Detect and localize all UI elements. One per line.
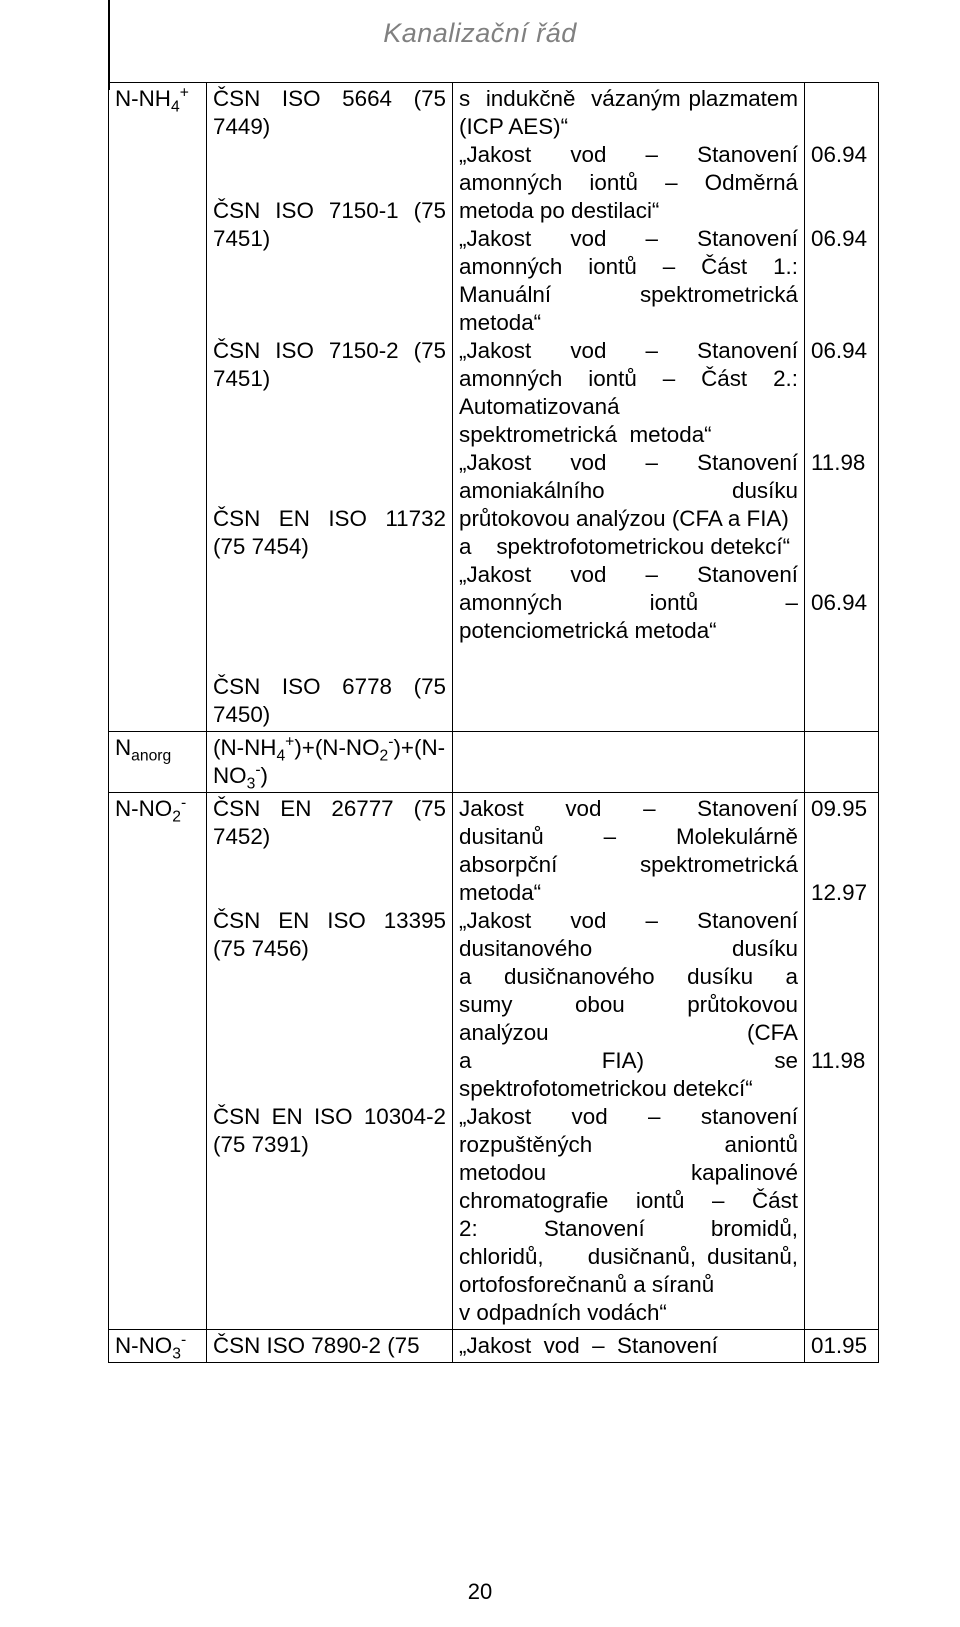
- cell-analyte: Nanorg: [109, 732, 207, 793]
- cell-date: 06.9406.9406.9411.9806.94: [805, 83, 879, 732]
- page: Kanalizační řád N-NH4+ ČSN ISO 5664 (75 …: [0, 0, 960, 1627]
- table-row: N-NO3- ČSN ISO 7890-2 (75 „Jakost vod – …: [109, 1330, 879, 1363]
- cell-description: Jakost vod – Stanovení dusitanů – Moleku…: [453, 793, 805, 1330]
- cell-standard: ČSN ISO 5664 (75 7449)ČSN ISO 7150-1 (75…: [207, 83, 453, 732]
- cell-standard: ČSN ISO 7890-2 (75: [207, 1330, 453, 1363]
- cell-date: 09.9512.9711.98: [805, 793, 879, 1330]
- table-row: N-NH4+ ČSN ISO 5664 (75 7449)ČSN ISO 715…: [109, 83, 879, 732]
- page-header-title: Kanalizační řád: [0, 18, 960, 49]
- cell-analyte: N-NO3-: [109, 1330, 207, 1363]
- main-table-wrapper: N-NH4+ ČSN ISO 5664 (75 7449)ČSN ISO 715…: [108, 82, 878, 1363]
- cell-description: s indukčně vázaným plazmatem (ICP AES)“„…: [453, 83, 805, 732]
- cell-analyte: N-NO2-: [109, 793, 207, 1330]
- table-row: Nanorg (N-NH4+)+(N-NO2-)+(N-NO3-): [109, 732, 879, 793]
- cell-description: „Jakost vod – Stanovení: [453, 1330, 805, 1363]
- cell-standard: ČSN EN 26777 (75 7452)ČSN EN ISO 13395 (…: [207, 793, 453, 1330]
- cell-standard: (N-NH4+)+(N-NO2-)+(N-NO3-): [207, 732, 453, 793]
- page-number: 20: [0, 1579, 960, 1605]
- cell-date: [805, 732, 879, 793]
- table-row: N-NO2- ČSN EN 26777 (75 7452)ČSN EN ISO …: [109, 793, 879, 1330]
- cell-date: 01.95: [805, 1330, 879, 1363]
- cell-analyte: N-NH4+: [109, 83, 207, 732]
- standards-table: N-NH4+ ČSN ISO 5664 (75 7449)ČSN ISO 715…: [108, 82, 879, 1363]
- cell-description: [453, 732, 805, 793]
- table-body: N-NH4+ ČSN ISO 5664 (75 7449)ČSN ISO 715…: [109, 83, 879, 1363]
